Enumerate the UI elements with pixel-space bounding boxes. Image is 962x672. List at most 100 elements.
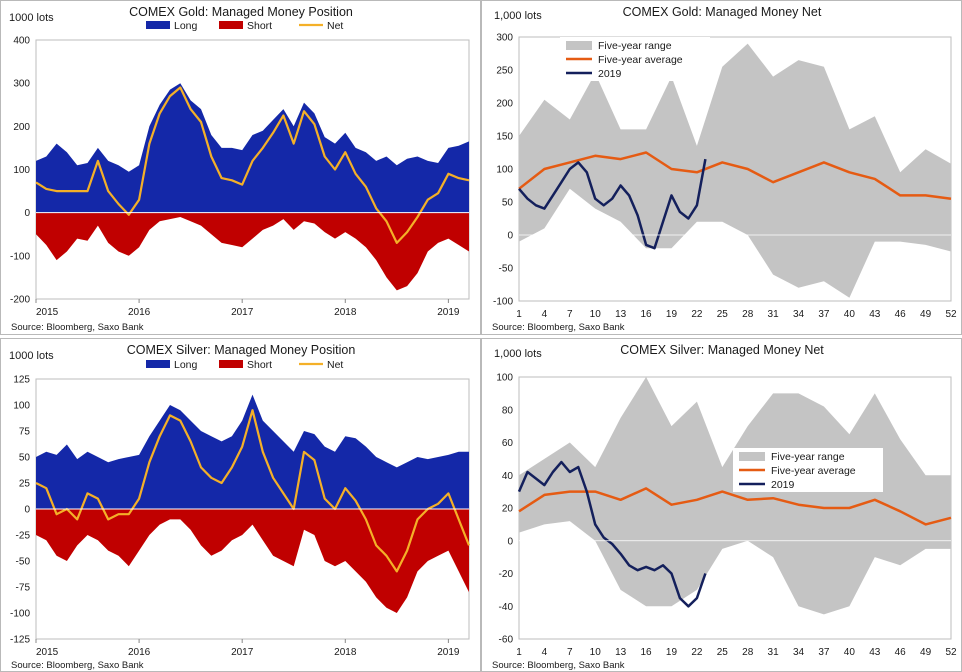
x-tick-label: 19 — [666, 309, 678, 320]
x-tick-label: 4 — [542, 647, 548, 658]
x-tick-label: 22 — [691, 647, 703, 658]
y-tick-label: -125 — [10, 635, 30, 646]
legend-label: 2019 — [771, 479, 795, 491]
x-tick-label: 31 — [768, 309, 780, 320]
legend-label: Short — [247, 359, 272, 371]
series-group — [35, 83, 470, 291]
unit-label: 1,000 lots — [494, 10, 542, 22]
gold-position-chart: COMEX Gold: Managed Money Position 1000 l… — [9, 5, 470, 333]
y-tick-label: 75 — [19, 427, 31, 438]
y-tick-label: 200 — [13, 122, 30, 133]
legend-swatch-range — [566, 41, 592, 50]
legend-label: Short — [247, 20, 272, 32]
x-tick-label: 40 — [844, 309, 856, 320]
x-tick-label: 16 — [640, 309, 652, 320]
x-tick-label: 49 — [920, 647, 932, 658]
series-group — [35, 394, 471, 613]
x-tick-label: 22 — [691, 309, 703, 320]
x-tick-label: 2019 — [437, 647, 460, 658]
gold-position-panel: COMEX Gold: Managed Money Position 1000 l… — [0, 0, 481, 335]
unit-label: 1000 lots — [9, 350, 54, 362]
y-tick-label: -200 — [10, 295, 30, 306]
y-tick-label: 50 — [19, 453, 31, 464]
x-tick-label: 2015 — [36, 647, 59, 658]
y-tick-label: -50 — [16, 557, 31, 568]
x-tick-label: 2017 — [231, 647, 254, 658]
y-tick-label: 0 — [507, 536, 513, 547]
y-tick-label: 0 — [507, 231, 513, 242]
source-note: Source: Bloomberg, Saxo Bank — [11, 660, 144, 671]
series-line-2019 — [517, 460, 707, 608]
legend-swatch-short — [219, 360, 243, 368]
y-tick-label: 300 — [13, 79, 30, 90]
silver-position-panel: COMEX Silver: Managed Money Position 1000… — [0, 338, 481, 672]
x-tick-label: 2017 — [231, 307, 254, 318]
x-tick-label: 2018 — [334, 307, 357, 318]
silver-position-chart: COMEX Silver: Managed Money Position 1000… — [9, 343, 471, 671]
x-tick-label: 28 — [742, 647, 754, 658]
legend-label: Long — [174, 359, 198, 371]
x-tick-label: 2019 — [437, 307, 460, 318]
y-tick-label: 50 — [502, 198, 514, 209]
y-tick-label: 100 — [13, 165, 30, 176]
source-note: Source: Bloomberg, Saxo Bank — [11, 322, 144, 333]
legend-label: 2019 — [598, 68, 622, 80]
series-line-net — [35, 409, 471, 573]
x-tick-label: 13 — [615, 309, 627, 320]
legend-label: Five-year average — [598, 54, 683, 66]
y-tick-label: -50 — [499, 264, 514, 275]
y-tick-label: 125 — [13, 375, 30, 386]
y-tick-label: 25 — [19, 479, 31, 490]
y-tick-label: -100 — [10, 251, 30, 262]
x-tick-label: 28 — [742, 309, 754, 320]
series-group — [517, 377, 952, 615]
silver-net-chart: COMEX Silver: Managed Money Net 1,000 lot… — [492, 343, 957, 671]
x-tick-label: 34 — [793, 309, 805, 320]
y-tick-label: 100 — [13, 401, 30, 412]
legend-label: Five-year range — [771, 451, 845, 463]
x-tick-label: 52 — [945, 309, 957, 320]
x-tick-label: 49 — [920, 309, 932, 320]
legend-swatch-long — [146, 360, 170, 368]
legend-label: Long — [174, 20, 198, 32]
y-tick-label: 100 — [496, 165, 513, 176]
y-tick-label: 80 — [502, 405, 514, 416]
series-line-five-year-average — [518, 151, 952, 200]
legend-swatch-long — [146, 21, 170, 29]
x-tick-label: 16 — [640, 647, 652, 658]
source-note: Source: Bloomberg, Saxo Bank — [492, 322, 625, 333]
x-tick-label: 2018 — [334, 647, 357, 658]
y-tick-label: 250 — [496, 66, 513, 77]
y-tick-label: -25 — [16, 531, 31, 542]
chart-title: COMEX Silver: Managed Money Position — [127, 343, 356, 357]
five-year-range-band — [519, 43, 951, 298]
series-line-five-year-average — [518, 487, 952, 526]
chart-title: COMEX Silver: Managed Money Net — [620, 343, 824, 357]
unit-label: 1,000 lots — [494, 348, 542, 360]
y-tick-label: 0 — [24, 208, 30, 219]
x-tick-label: 52 — [945, 647, 957, 658]
y-tick-label: -100 — [493, 297, 513, 308]
x-tick-label: 46 — [895, 647, 907, 658]
y-tick-label: -100 — [10, 609, 30, 620]
legend-swatch-range — [739, 452, 765, 461]
x-tick-label: 2015 — [36, 307, 59, 318]
x-tick-label: 1 — [516, 309, 522, 320]
chart-title: COMEX Gold: Managed Money Position — [129, 5, 353, 19]
y-tick-label: 20 — [502, 504, 514, 515]
x-tick-label: 37 — [818, 309, 830, 320]
gold-net-panel: COMEX Gold: Managed Money Net 1,000 lots S… — [481, 0, 962, 335]
legend-label: Five-year average — [771, 465, 856, 477]
series-line-2019 — [518, 158, 707, 250]
x-tick-label: 19 — [666, 647, 678, 658]
x-tick-label: 25 — [717, 647, 729, 658]
unit-label: 1000 lots — [9, 12, 54, 24]
series-area-long — [36, 83, 469, 213]
y-tick-label: -40 — [499, 602, 514, 613]
y-tick-label: -60 — [499, 635, 514, 646]
x-tick-label: 13 — [615, 647, 627, 658]
x-tick-label: 25 — [717, 309, 729, 320]
y-tick-label: -20 — [499, 569, 514, 580]
x-tick-label: 7 — [567, 647, 573, 658]
y-tick-label: 400 — [13, 36, 30, 47]
